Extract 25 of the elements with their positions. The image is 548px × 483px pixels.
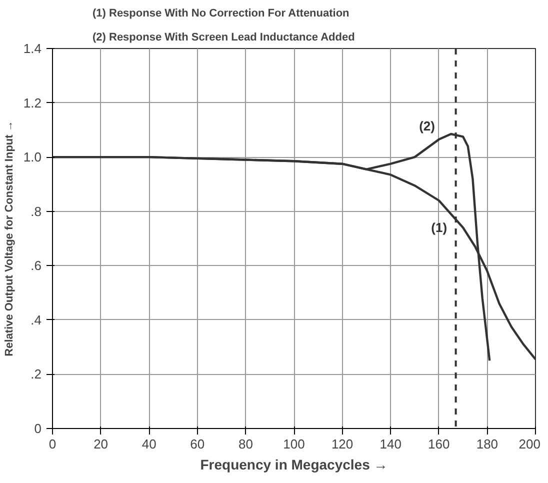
x-tick-label: 140: [380, 436, 402, 452]
text: (2) Response With Screen Lead Inductance Added: [92, 32, 355, 44]
x-tick-label: 0: [48, 436, 56, 452]
x-tick-label: 100: [283, 436, 305, 452]
y-tick-label: .8: [30, 204, 42, 219]
x-tick-label: 180: [476, 436, 498, 452]
y-tick-label: 0: [34, 421, 42, 436]
y-axis-title: Relative Output Voltage for Constant Input →: [3, 120, 16, 356]
text: (1) Response With No Correction For Attenuation: [92, 8, 350, 20]
x-tick-label: 120: [331, 436, 354, 452]
y-tick-label: .2: [30, 366, 42, 382]
y-tick-label: .6: [30, 258, 42, 274]
x-tick-label: 80: [238, 436, 253, 452]
x-axis-title: Frequency in Megacycles →: [200, 456, 388, 472]
x-tick-label: 200: [518, 436, 541, 452]
x-tick-label: 40: [142, 436, 156, 452]
series-label: (2): [419, 118, 435, 134]
y-tick-label: 1.0: [23, 150, 42, 165]
series-label: (1): [431, 220, 448, 236]
x-tick-label: 20: [94, 436, 108, 452]
y-tick-label: 1.2: [23, 95, 42, 110]
x-tick-label: 160: [428, 436, 450, 452]
y-tick-label: 1.4: [23, 41, 42, 56]
x-tick-label: 60: [190, 436, 205, 452]
y-tick-label: .4: [30, 312, 42, 328]
